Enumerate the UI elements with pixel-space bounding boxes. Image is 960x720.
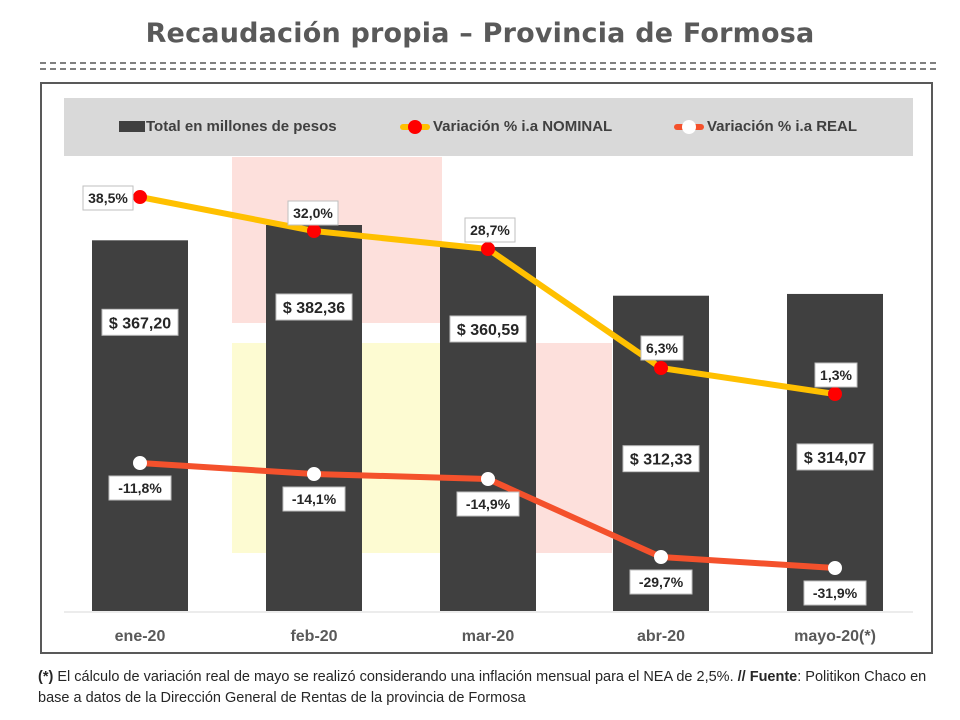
footnote-source-label: // Fuente (737, 669, 798, 685)
legend-label-bars: Total en millones de pesos (146, 118, 337, 135)
chart-legend: Total en millones de pesos Variación % i… (64, 98, 913, 156)
legend-marker-nominal (408, 120, 422, 134)
nominal-data-label: 38,5% (88, 190, 128, 206)
nominal-point-1,3% (828, 387, 842, 401)
legend-swatch-bars (119, 121, 145, 132)
nominal-data-label: 32,0% (293, 205, 333, 221)
bar-value-label: $ 367,20 (109, 315, 171, 332)
footnote-marker: (*) (38, 669, 54, 685)
real-point--14,1% (307, 467, 321, 481)
footnote-source-text: : Politikon Chaco en base a datos de la … (38, 669, 927, 706)
real-data-label: -11,8% (118, 480, 162, 496)
nominal-data-label-box (287, 200, 339, 226)
nominal-data-label: 28,7% (470, 222, 510, 238)
bar-value-label: $ 312,33 (630, 452, 692, 469)
real-data-label: -29,7% (639, 574, 684, 590)
real-point--11,8% (133, 456, 147, 470)
bar-value-box (796, 443, 874, 471)
nominal-data-label-box (82, 185, 134, 211)
title-divider-secondary (40, 68, 936, 70)
real-data-label-box (108, 475, 172, 501)
nominal-data-label: 6,3% (646, 340, 678, 356)
title-divider (40, 62, 936, 64)
x-tick-label: ene-20 (115, 628, 166, 645)
real-data-label: -14,1% (292, 491, 337, 507)
bar-value-box (101, 308, 179, 336)
real-data-label: -14,9% (466, 496, 511, 512)
bar-ene-20 (92, 240, 188, 611)
footnote: (*) El cálculo de variación real de mayo… (38, 667, 928, 709)
bar-value-box (622, 445, 700, 473)
nominal-point-28,7% (481, 242, 495, 256)
legend-marker-real (682, 120, 696, 134)
nominal-point-38,5% (133, 190, 147, 204)
bar-feb-20 (266, 225, 362, 611)
real-data-label-box (629, 569, 693, 595)
real-point--14,9% (481, 472, 495, 486)
real-point--31,9% (828, 561, 842, 575)
page-title: Recaudación propia – Provincia de Formos… (145, 18, 815, 49)
x-tick-label: feb-20 (290, 628, 337, 645)
bar-value-box (275, 293, 353, 321)
nominal-point-32,0% (307, 224, 321, 238)
real-data-label-box (456, 491, 520, 517)
nominal-data-label-box (464, 217, 516, 243)
real-data-label-box (803, 580, 867, 606)
x-tick-label: abr-20 (637, 628, 685, 645)
real-point--29,7% (654, 550, 668, 564)
bar-value-label: $ 360,59 (457, 322, 519, 339)
footnote-text: El cálculo de variación real de mayo se … (53, 669, 738, 685)
bar-value-box (449, 315, 527, 343)
bar-mar-20 (440, 246, 536, 612)
real-data-label-box (282, 486, 346, 512)
x-tick-label: mar-20 (462, 628, 515, 645)
nominal-data-label-box (640, 335, 684, 361)
legend-label-nominal: Variación % i.a NOMINAL (433, 118, 613, 135)
bar-value-label: $ 314,07 (804, 450, 866, 467)
legend-label-real: Variación % i.a REAL (707, 118, 858, 135)
nominal-data-label: 1,3% (820, 367, 852, 383)
bar-value-label: $ 382,36 (283, 300, 345, 317)
real-data-label: -31,9% (813, 585, 858, 601)
nominal-data-label-box (814, 362, 858, 388)
x-tick-label: mayo-20(*) (794, 628, 876, 645)
nominal-point-6,3% (654, 361, 668, 375)
